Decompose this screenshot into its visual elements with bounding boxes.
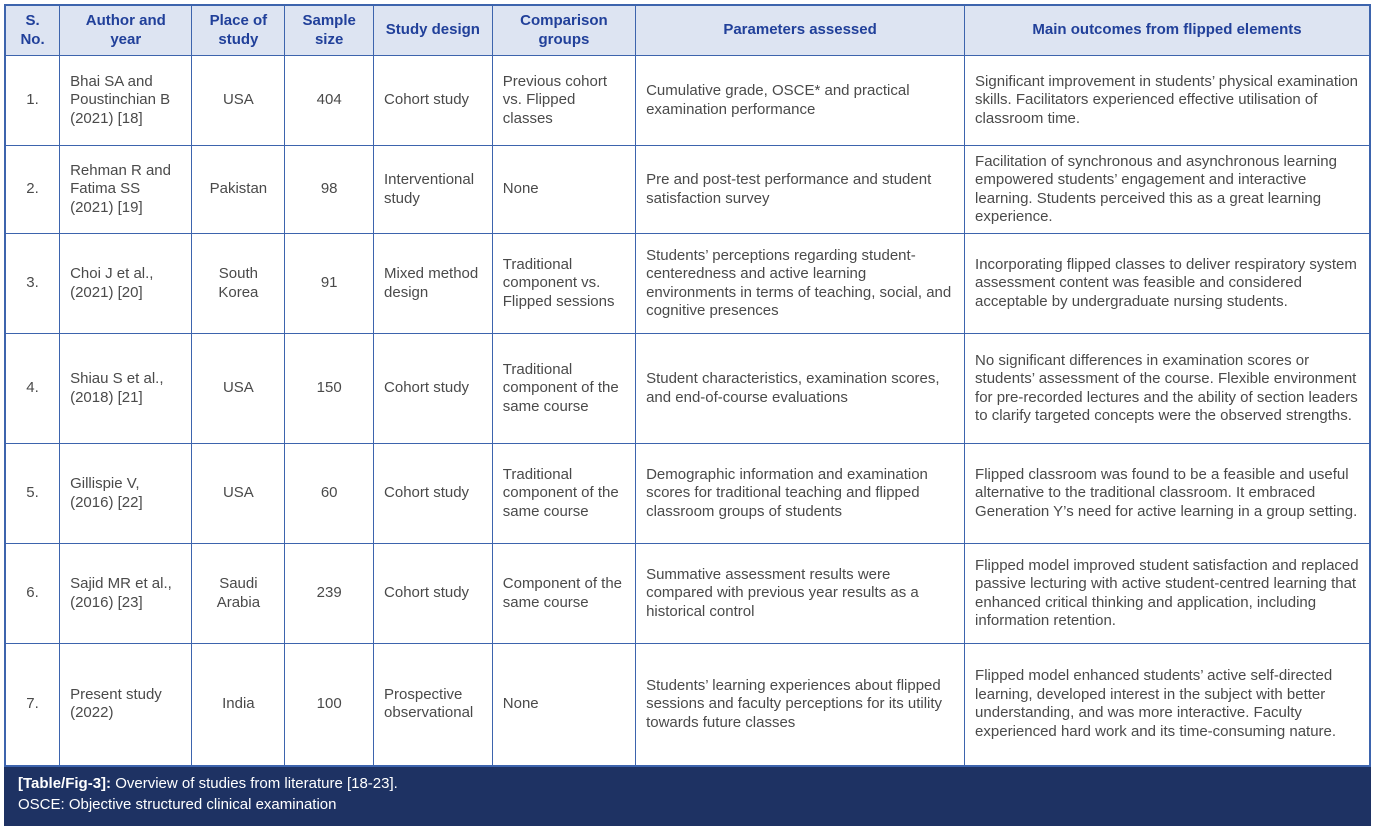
- table-cell: Flipped model improved student satisfact…: [964, 543, 1371, 645]
- table-footer: [Table/Fig-3]: Overview of studies from …: [4, 766, 1371, 826]
- table-cell: 1.: [4, 55, 61, 147]
- paper-table-figure: S. No. Author and year Place of study Sampl…: [4, 4, 1371, 826]
- table-cell: Rehman R and Fatima SS (2021) [19]: [59, 145, 193, 235]
- table-cell: Pre and post-test performance and studen…: [635, 145, 966, 235]
- studies-table: S. No. Author and year Place of study Sampl…: [4, 4, 1371, 767]
- column-header: Study design: [373, 4, 493, 57]
- table-cell: 91: [284, 233, 375, 335]
- table-row: 1. Bhai SA and Poustinchian B (2021) [18]…: [4, 55, 1371, 147]
- table-cell: No significant differences in examinatio…: [964, 333, 1371, 445]
- table-cell: Flipped model enhanced students’ active …: [964, 643, 1371, 767]
- table-cell: Significant improvement in students’ phy…: [964, 55, 1371, 147]
- table-cell: Prospective observational: [373, 643, 493, 767]
- table-row: 2. Rehman R and Fatima SS (2021) [19] Paki…: [4, 145, 1371, 235]
- table-row: 5. Gillispie V, (2016) [22] USA 60 Cohort st…: [4, 443, 1371, 545]
- table-cell: Students’ perceptions regarding student-…: [635, 233, 966, 335]
- header-row: S. No. Author and year Place of study Sampl…: [4, 4, 1371, 57]
- table-cell: USA: [191, 333, 286, 445]
- table-cell: Shiau S et al., (2018) [21]: [59, 333, 193, 445]
- table-cell: Traditional component vs. Flipped sessio…: [491, 233, 637, 335]
- table-caption-text: Overview of studies from literature [18-…: [111, 774, 398, 792]
- table-cell: 3.: [4, 233, 61, 335]
- table-caption: [Table/Fig-3]: Overview of studies from …: [18, 773, 1357, 794]
- table-cell: Pakistan: [191, 145, 286, 235]
- table-cell: Component of the same course: [491, 543, 637, 645]
- table-caption-label: [Table/Fig-3]:: [18, 774, 112, 792]
- table-cell: Cohort study: [373, 443, 493, 545]
- column-header: Main outcomes from flipped elements: [964, 4, 1371, 57]
- table-cell: 6.: [4, 543, 61, 645]
- table-cell: Traditional component of the same course: [491, 333, 637, 445]
- table-cell: 60: [284, 443, 375, 545]
- table-cell: Summative assessment results were compar…: [635, 543, 966, 645]
- table-cell: Students’ learning experiences about fli…: [635, 643, 966, 767]
- table-cell: Cohort study: [373, 543, 493, 645]
- column-header: Sample size: [284, 4, 375, 57]
- table-cell: None: [491, 145, 637, 235]
- table-cell: South Korea: [191, 233, 286, 335]
- table-cell: Interventional study: [373, 145, 493, 235]
- table-cell: 2.: [4, 145, 61, 235]
- column-header: Place of study: [191, 4, 286, 57]
- table-row: 3. Choi J et al., (2021) [20] South Korea 9…: [4, 233, 1371, 335]
- table-cell: 100: [284, 643, 375, 767]
- table-cell: 404: [284, 55, 375, 147]
- table-cell: Present study (2022): [59, 643, 193, 767]
- table-cell: 239: [284, 543, 375, 645]
- table-cell: Student characteristics, examination sco…: [635, 333, 966, 445]
- column-header: Parameters assessed: [635, 4, 966, 57]
- table-cell: Sajid MR et al., (2016) [23]: [59, 543, 193, 645]
- table-cell: 7.: [4, 643, 61, 767]
- table-cell: Cohort study: [373, 55, 493, 147]
- column-header: Comparison groups: [491, 4, 637, 57]
- table-cell: Mixed method design: [373, 233, 493, 335]
- table-cell: None: [491, 643, 637, 767]
- table-cell: Flipped classroom was found to be a feas…: [964, 443, 1371, 545]
- table-cell: Previous cohort vs. Flipped classes: [491, 55, 637, 147]
- table-body: 1. Bhai SA and Poustinchian B (2021) [18]…: [4, 55, 1371, 767]
- table-cell: Cumulative grade, OSCE* and practical ex…: [635, 55, 966, 147]
- table-cell: Choi J et al., (2021) [20]: [59, 233, 193, 335]
- table-cell: 5.: [4, 443, 61, 545]
- table-cell: Facilitation of synchronous and asynchro…: [964, 145, 1371, 235]
- table-cell: Bhai SA and Poustinchian B (2021) [18]: [59, 55, 193, 147]
- table-cell: Gillispie V, (2016) [22]: [59, 443, 193, 545]
- table-cell: India: [191, 643, 286, 767]
- table-cell: Saudi Arabia: [191, 543, 286, 645]
- table-cell: 4.: [4, 333, 61, 445]
- table-cell: 150: [284, 333, 375, 445]
- table-cell: Incorporating flipped classes to deliver…: [964, 233, 1371, 335]
- table-cell: Cohort study: [373, 333, 493, 445]
- table-footnote: OSCE: Objective structured clinical exam…: [18, 795, 337, 813]
- table-cell: USA: [191, 55, 286, 147]
- table-cell: 98: [284, 145, 375, 235]
- table-row: 4. Shiau S et al., (2018) [21] USA 150 Cohor…: [4, 333, 1371, 445]
- column-header: S. No.: [4, 4, 61, 57]
- table-row: 6. Sajid MR et al., (2016) [23] Saudi Arab…: [4, 543, 1371, 645]
- table-cell: Traditional component of the same course: [491, 443, 637, 545]
- table-row: 7. Present study (2022) India 100 Prospectiv…: [4, 643, 1371, 767]
- table-cell: Demographic information and examination …: [635, 443, 966, 545]
- table-cell: USA: [191, 443, 286, 545]
- column-header: Author and year: [59, 4, 193, 57]
